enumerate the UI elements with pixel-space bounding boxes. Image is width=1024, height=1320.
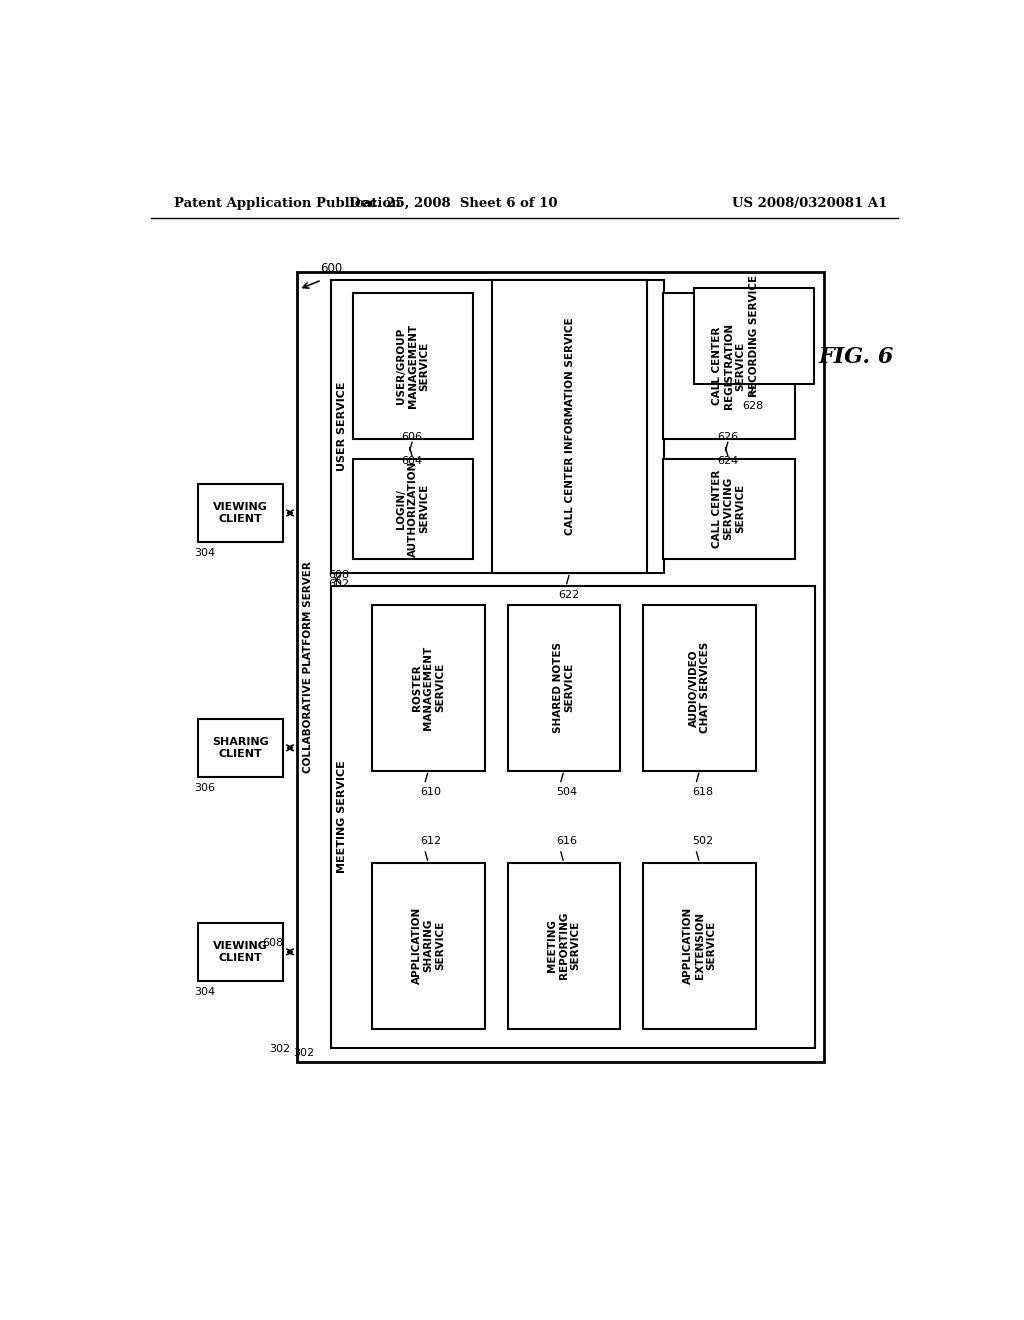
Text: 502: 502 <box>692 836 713 846</box>
Text: 622: 622 <box>558 590 580 599</box>
Text: 304: 304 <box>194 987 215 997</box>
Bar <box>643 863 756 1028</box>
Text: SHARING
CLIENT: SHARING CLIENT <box>212 737 268 759</box>
Text: Dec. 25, 2008  Sheet 6 of 10: Dec. 25, 2008 Sheet 6 of 10 <box>349 197 558 210</box>
Text: 628: 628 <box>742 401 764 411</box>
Text: AUDIO/VIDEO
CHAT SERVICES: AUDIO/VIDEO CHAT SERVICES <box>689 642 711 734</box>
Bar <box>331 280 665 573</box>
Text: 624: 624 <box>717 457 738 466</box>
Text: CALL CENTER
REGISTRATION
SERVICE: CALL CENTER REGISTRATION SERVICE <box>712 323 745 409</box>
Bar <box>331 586 815 1048</box>
Text: MEETING
REPORTING
SERVICE: MEETING REPORTING SERVICE <box>548 912 581 979</box>
Text: 306: 306 <box>194 783 215 793</box>
Text: 302: 302 <box>293 1048 314 1057</box>
Text: 302: 302 <box>269 1044 291 1053</box>
Text: 602: 602 <box>328 578 349 589</box>
Text: 604: 604 <box>401 457 422 466</box>
Text: 610: 610 <box>421 788 441 797</box>
Text: 504: 504 <box>556 788 578 797</box>
Text: FIG. 6: FIG. 6 <box>819 346 894 368</box>
Bar <box>352 459 473 558</box>
Text: VIEWING
CLIENT: VIEWING CLIENT <box>213 941 268 962</box>
Bar <box>508 605 621 771</box>
Bar <box>693 288 814 384</box>
Bar <box>198 484 283 543</box>
Text: USER/GROUP
MANAGEMENT
SERVICE: USER/GROUP MANAGEMENT SERVICE <box>396 325 429 408</box>
Bar <box>352 293 473 440</box>
Bar <box>663 293 795 440</box>
Text: Patent Application Publication: Patent Application Publication <box>174 197 401 210</box>
Bar <box>663 459 795 558</box>
Text: 616: 616 <box>556 836 578 846</box>
Text: 304: 304 <box>194 548 215 558</box>
Text: 608: 608 <box>262 937 283 948</box>
Text: ROSTER
MANAGEMENT
SERVICE: ROSTER MANAGEMENT SERVICE <box>412 645 444 730</box>
Text: 600: 600 <box>321 263 342 276</box>
Text: CALL CENTER INFORMATION SERVICE: CALL CENTER INFORMATION SERVICE <box>565 318 574 535</box>
Text: VIEWING
CLIENT: VIEWING CLIENT <box>213 502 268 524</box>
Bar <box>643 605 756 771</box>
Text: USER SERVICE: USER SERVICE <box>337 381 347 471</box>
Text: CALL CENTER
SERVICING
SERVICE: CALL CENTER SERVICING SERVICE <box>712 470 745 548</box>
Bar <box>372 605 484 771</box>
Text: APPLICATION
EXTENSION
SERVICE: APPLICATION EXTENSION SERVICE <box>683 907 716 985</box>
Text: LOGIN/
AUTHORIZATION
SERVICE: LOGIN/ AUTHORIZATION SERVICE <box>396 461 429 557</box>
Bar <box>198 719 283 776</box>
Bar <box>372 863 484 1028</box>
Text: MEETING SERVICE: MEETING SERVICE <box>337 760 347 873</box>
Bar <box>297 272 824 1061</box>
Bar <box>198 923 283 981</box>
Bar <box>493 280 647 573</box>
Text: 612: 612 <box>421 836 441 846</box>
Text: 608: 608 <box>328 570 349 579</box>
Text: 606: 606 <box>401 432 422 442</box>
Text: RECORDING SERVICE: RECORDING SERVICE <box>749 275 759 397</box>
Text: 626: 626 <box>717 432 738 442</box>
Text: US 2008/0320081 A1: US 2008/0320081 A1 <box>732 197 888 210</box>
Text: 618: 618 <box>692 788 713 797</box>
Text: SHARED NOTES
SERVICE: SHARED NOTES SERVICE <box>553 643 574 734</box>
Bar <box>508 863 621 1028</box>
Text: APPLICATION
SHARING
SERVICE: APPLICATION SHARING SERVICE <box>412 907 444 985</box>
Text: COLLABORATIVE PLATFORM SERVER: COLLABORATIVE PLATFORM SERVER <box>303 561 312 774</box>
